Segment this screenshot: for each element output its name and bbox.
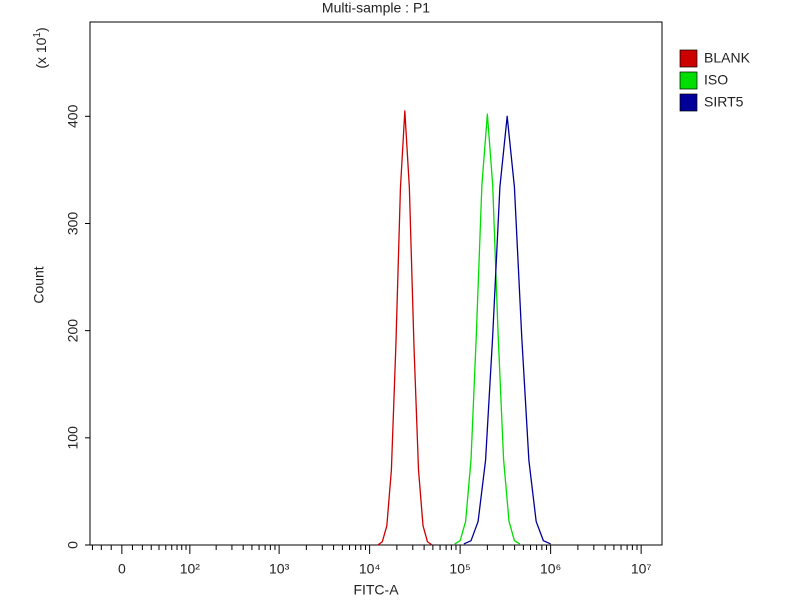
histogram-line (454, 113, 521, 545)
legend-label: ISO (704, 72, 728, 88)
legend-swatch (679, 93, 698, 112)
y-tick-label: 400 (65, 104, 81, 128)
x-tick-label: 10³ (269, 561, 290, 577)
y-multiplier: (x 101) (32, 27, 49, 68)
legend-label: SIRT5 (704, 94, 744, 110)
x-axis-label: FITC-A (353, 582, 399, 598)
legend-swatch (679, 71, 698, 90)
multiplier-exponent: 1 (32, 32, 43, 38)
y-axis-label: Count (31, 266, 47, 303)
x-tick-label: 10² (180, 561, 201, 577)
histogram-line (463, 115, 551, 545)
y-tick-label: 200 (65, 319, 81, 343)
x-tick-label: 0 (118, 561, 126, 577)
multiplier-suffix: ) (33, 27, 49, 32)
chart-title: Multi-sample : P1 (322, 0, 430, 16)
y-tick-label: 0 (65, 541, 81, 549)
x-tick-label: 10⁷ (631, 561, 652, 577)
x-tick-label: 10⁵ (449, 561, 470, 577)
x-tick-label: 10⁶ (540, 561, 561, 577)
y-tick-label: 300 (65, 212, 81, 236)
multiplier-prefix: (x 10 (33, 37, 49, 68)
y-tick-label: 100 (65, 426, 81, 450)
plot-frame (89, 21, 663, 546)
legend-swatch (679, 49, 698, 68)
legend-label: BLANK (704, 50, 751, 66)
histogram-line (377, 110, 433, 546)
x-tick-label: 10⁴ (359, 561, 381, 577)
